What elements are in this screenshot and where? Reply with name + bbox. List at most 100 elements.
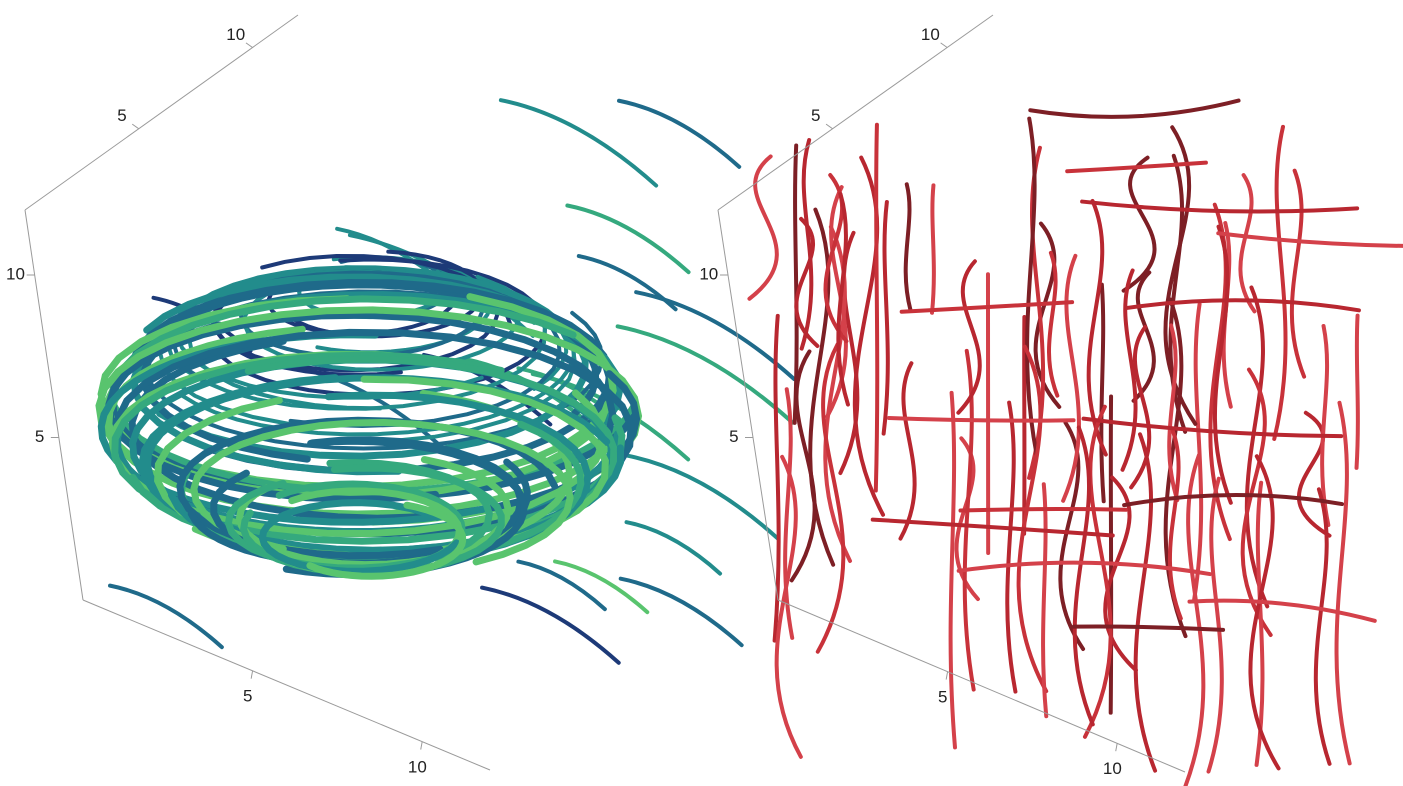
- streamline: [618, 576, 744, 648]
- streamline: [565, 203, 691, 275]
- streamline: [956, 259, 982, 415]
- streamline: [1082, 404, 1113, 739]
- tick-mark: [420, 741, 423, 750]
- streamline: [886, 416, 1076, 423]
- streamline: [870, 517, 1115, 538]
- streamline: [1061, 253, 1081, 503]
- streamline: [1212, 224, 1233, 505]
- tick-label: 10: [6, 264, 25, 283]
- streamline: [799, 138, 814, 351]
- streamline: [143, 273, 589, 460]
- axis-line: [717, 14, 994, 211]
- streamline: [1216, 231, 1403, 248]
- axis-line: [24, 209, 84, 601]
- streamline: [480, 585, 621, 665]
- streamline: [899, 300, 1075, 314]
- streamline: [1122, 492, 1345, 508]
- streamline: [1120, 268, 1138, 472]
- streamline: [1313, 487, 1332, 766]
- streamline: [815, 342, 846, 654]
- tick-label: 10: [699, 264, 718, 283]
- tick-mark: [250, 670, 254, 679]
- streamline: [1025, 116, 1039, 457]
- streamline: [1086, 198, 1108, 457]
- streamline: [1041, 482, 1049, 719]
- streamline: [108, 583, 224, 650]
- streamline: [1167, 323, 1180, 503]
- streamline: [873, 122, 880, 493]
- streamline: [1133, 432, 1158, 773]
- streamline: [956, 560, 1212, 577]
- streamline: [962, 348, 976, 692]
- streamline: [1005, 400, 1018, 694]
- streamline: [624, 520, 723, 576]
- streamline: [1047, 250, 1060, 398]
- tick-mark: [825, 123, 833, 130]
- streamline: [1028, 98, 1241, 119]
- tick-mark: [1115, 743, 1118, 752]
- streamline: [747, 154, 779, 301]
- streamline: [774, 454, 803, 759]
- streamline: [783, 387, 795, 640]
- tick-label: 5: [729, 427, 738, 446]
- streamline: [836, 192, 850, 407]
- tick-mark: [245, 42, 253, 48]
- streamline: [1099, 282, 1106, 504]
- streamline: [1248, 454, 1281, 771]
- streamline: [1206, 476, 1224, 774]
- panel: 5 10 5 10 5 10: [699, 14, 1403, 786]
- streamline: [1121, 155, 1157, 293]
- streamline: [881, 199, 890, 436]
- streamline: [948, 390, 957, 750]
- streamline: [1354, 313, 1360, 470]
- streamline: [1080, 199, 1360, 214]
- streamline: [1254, 480, 1265, 767]
- streamline: [1272, 124, 1288, 441]
- streamline: [1058, 420, 1086, 651]
- tick-mark: [945, 671, 949, 680]
- streamline: [1016, 344, 1049, 694]
- tick-mark: [131, 123, 140, 130]
- streamline: [1187, 598, 1377, 623]
- streamline: [1296, 410, 1332, 538]
- streamline: [498, 98, 659, 188]
- axis-line: [82, 599, 491, 771]
- streamline: [1167, 427, 1183, 621]
- tick-label: 5: [35, 427, 44, 446]
- streamline: [1072, 425, 1095, 727]
- streamline: [1240, 367, 1273, 637]
- streamline: [576, 254, 678, 312]
- streamline: [898, 361, 917, 541]
- tick-label: 5: [811, 106, 820, 125]
- axis-line: [24, 14, 299, 211]
- tick-label: 10: [1103, 759, 1122, 778]
- streamline: [1081, 416, 1344, 439]
- streamline: [258, 499, 460, 575]
- panel: 5 10 5 10 5 10: [6, 14, 797, 777]
- streamline: [1071, 624, 1226, 632]
- tick-label: 10: [226, 25, 245, 44]
- streamline: [306, 501, 467, 580]
- streamline: [794, 216, 820, 348]
- tick-label: 5: [243, 687, 252, 706]
- streamline: [930, 183, 936, 315]
- tick-label: 10: [921, 25, 940, 44]
- streamline: [1334, 400, 1352, 766]
- streamline: [1320, 323, 1331, 528]
- streamline: [516, 559, 607, 612]
- streamline: [1192, 302, 1204, 602]
- streamline: [240, 464, 505, 577]
- tick-label: 10: [408, 758, 427, 777]
- streamline: [958, 507, 1128, 513]
- streamline: [1065, 160, 1208, 174]
- streamline: [1125, 298, 1361, 313]
- streamline: [190, 418, 574, 566]
- tick-mark: [940, 42, 948, 48]
- streamline: [772, 313, 781, 643]
- streamline: [624, 453, 780, 541]
- streamline: [617, 98, 742, 169]
- streamline: [903, 182, 913, 313]
- streamline: [1103, 475, 1138, 673]
